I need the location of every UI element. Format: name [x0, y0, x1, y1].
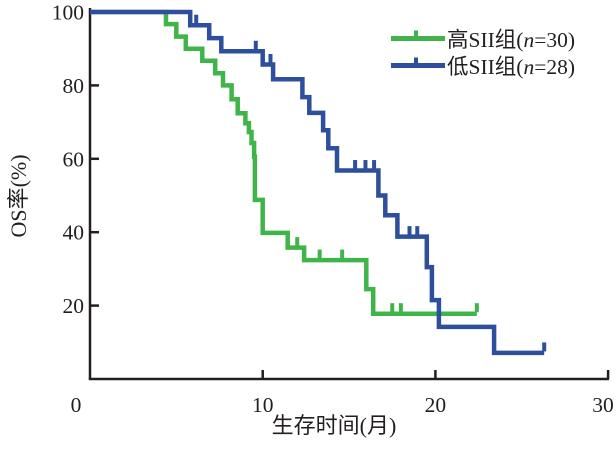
legend-label-high-sii: 高SII组(n=30): [447, 28, 575, 52]
survival-curve-high-sii: [90, 9, 477, 316]
legend: 高SII组(n=30) 低SII组(n=28): [391, 28, 575, 79]
y-tick-label: 60: [63, 147, 85, 171]
survival-curves: [90, 9, 547, 356]
y-tick-label: 40: [63, 221, 85, 245]
y-tick-label: 20: [63, 294, 85, 318]
legend-item-low-sii: 低SII组(n=28): [391, 55, 575, 79]
survival-curve-low-sii: [90, 9, 545, 356]
legend-label-low-sii: 低SII组(n=28): [447, 55, 575, 79]
x-tick-label: 20: [425, 393, 447, 417]
x-tick-label: 30: [592, 393, 614, 417]
y-tick-label: 80: [63, 74, 85, 98]
legend-item-high-sii: 高SII组(n=30): [391, 28, 575, 52]
x-tick-label: 10: [252, 393, 274, 417]
x-axis-title: 生存时间(月): [272, 413, 397, 438]
y-tick-label: 100: [52, 1, 84, 25]
axes: 0 10 20 30 20 40 60 80 100 OS率(%) 生存时间(月): [6, 1, 614, 439]
y-axis-title: OS率(%): [6, 154, 31, 237]
x-tick-label: 0: [71, 393, 82, 417]
